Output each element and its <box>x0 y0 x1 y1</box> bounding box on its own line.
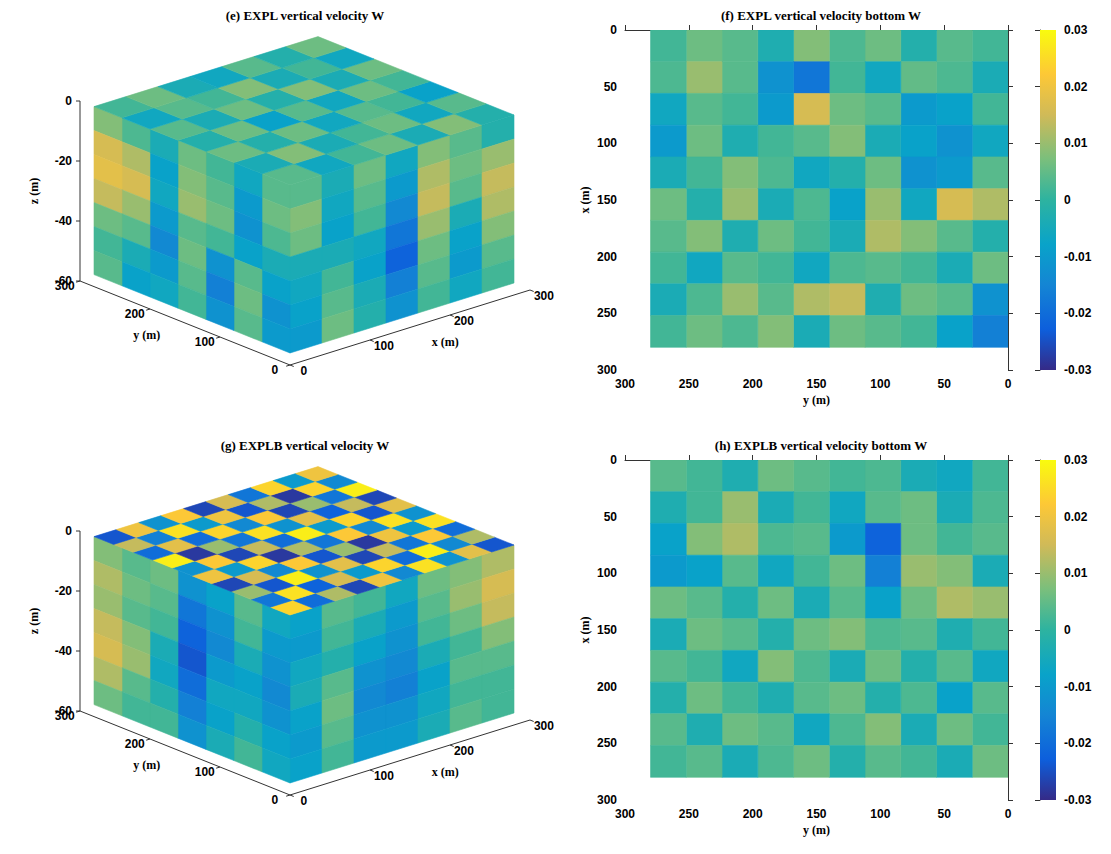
svg-text:0: 0 <box>610 23 617 37</box>
svg-text:y (m): y (m) <box>803 393 830 407</box>
svg-text:100: 100 <box>374 769 394 783</box>
svg-text:0: 0 <box>1064 193 1071 207</box>
svg-text:-20: -20 <box>55 584 73 598</box>
svg-text:200: 200 <box>125 307 145 321</box>
svg-text:-0.01: -0.01 <box>1064 250 1092 264</box>
svg-text:50: 50 <box>604 80 618 94</box>
svg-text:250: 250 <box>679 377 699 391</box>
svg-text:100: 100 <box>870 807 890 821</box>
svg-text:(h) EXPLB vertical velocity bo: (h) EXPLB vertical velocity bottom W <box>715 438 927 453</box>
svg-text:z (m): z (m) <box>27 608 41 634</box>
svg-text:50: 50 <box>937 807 951 821</box>
svg-text:x (m): x (m) <box>578 187 592 214</box>
svg-text:0.03: 0.03 <box>1064 23 1088 37</box>
svg-text:0: 0 <box>1005 377 1012 391</box>
svg-text:-20: -20 <box>55 154 73 168</box>
svg-text:50: 50 <box>937 377 951 391</box>
svg-text:50: 50 <box>604 510 618 524</box>
svg-text:(e) EXPL vertical velocity W: (e) EXPL vertical velocity W <box>226 8 385 23</box>
svg-text:0: 0 <box>301 794 308 808</box>
svg-text:0: 0 <box>271 363 278 377</box>
svg-text:0: 0 <box>65 94 72 108</box>
svg-text:150: 150 <box>806 377 826 391</box>
svg-text:300: 300 <box>534 719 554 733</box>
svg-text:-0.02: -0.02 <box>1064 306 1092 320</box>
svg-text:0: 0 <box>1005 807 1012 821</box>
svg-text:250: 250 <box>679 807 699 821</box>
svg-text:(g) EXPLB vertical velocity W: (g) EXPLB vertical velocity W <box>221 438 390 453</box>
svg-text:0: 0 <box>65 524 72 538</box>
svg-text:300: 300 <box>534 289 554 303</box>
svg-text:-0.01: -0.01 <box>1064 680 1092 694</box>
svg-text:z (m): z (m) <box>27 178 41 204</box>
svg-text:0: 0 <box>271 793 278 807</box>
svg-text:y (m): y (m) <box>133 758 160 772</box>
svg-text:y (m): y (m) <box>133 328 160 342</box>
svg-text:150: 150 <box>806 807 826 821</box>
svg-text:150: 150 <box>597 193 617 207</box>
svg-text:0.01: 0.01 <box>1064 136 1088 150</box>
svg-text:-0.02: -0.02 <box>1064 736 1092 750</box>
svg-text:x (m): x (m) <box>432 335 459 349</box>
svg-text:-40: -40 <box>55 644 73 658</box>
svg-text:200: 200 <box>597 250 617 264</box>
svg-text:100: 100 <box>597 566 617 580</box>
svg-text:-0.03: -0.03 <box>1064 793 1092 807</box>
svg-text:(f) EXPL vertical velocity bot: (f) EXPL vertical velocity bottom W <box>721 8 921 23</box>
svg-text:150: 150 <box>597 623 617 637</box>
svg-text:x (m): x (m) <box>432 765 459 779</box>
svg-text:y (m): y (m) <box>803 823 830 837</box>
svg-text:0.03: 0.03 <box>1064 453 1088 467</box>
svg-text:-60: -60 <box>55 274 73 288</box>
svg-text:100: 100 <box>870 377 890 391</box>
svg-text:0: 0 <box>301 364 308 378</box>
svg-text:300: 300 <box>615 377 635 391</box>
svg-text:x (m): x (m) <box>578 617 592 644</box>
svg-text:100: 100 <box>374 339 394 353</box>
svg-text:-60: -60 <box>55 704 73 718</box>
svg-text:300: 300 <box>597 793 617 807</box>
svg-text:200: 200 <box>597 680 617 694</box>
svg-text:100: 100 <box>597 136 617 150</box>
svg-text:0: 0 <box>1064 623 1071 637</box>
svg-text:300: 300 <box>597 363 617 377</box>
svg-text:-40: -40 <box>55 214 73 228</box>
svg-text:-0.03: -0.03 <box>1064 363 1092 377</box>
svg-text:200: 200 <box>743 807 763 821</box>
svg-text:0.02: 0.02 <box>1064 510 1088 524</box>
svg-text:250: 250 <box>597 306 617 320</box>
svg-text:200: 200 <box>454 744 474 758</box>
svg-text:0.02: 0.02 <box>1064 80 1088 94</box>
svg-text:0: 0 <box>610 453 617 467</box>
svg-text:0.01: 0.01 <box>1064 566 1088 580</box>
svg-text:100: 100 <box>195 335 215 349</box>
svg-text:100: 100 <box>195 765 215 779</box>
svg-text:250: 250 <box>597 736 617 750</box>
svg-text:300: 300 <box>615 807 635 821</box>
svg-text:200: 200 <box>454 314 474 328</box>
svg-text:200: 200 <box>743 377 763 391</box>
svg-text:200: 200 <box>125 737 145 751</box>
